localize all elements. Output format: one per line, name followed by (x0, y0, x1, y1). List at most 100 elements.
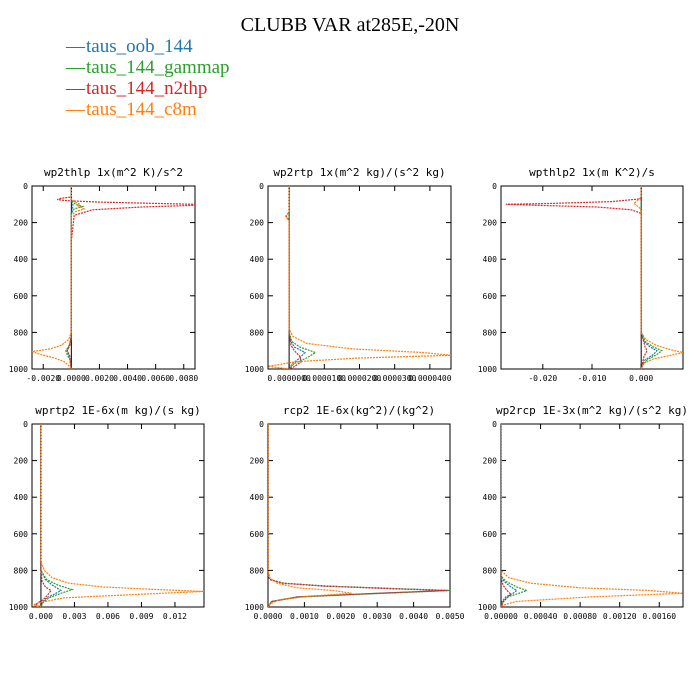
y-tick-label: 1000 (245, 365, 264, 374)
x-tick-label: 0.000 (29, 612, 53, 621)
legend-item: —taus_144_c8m (66, 99, 230, 120)
y-tick-label: 200 (250, 457, 265, 466)
y-tick-label: 0 (259, 420, 264, 429)
x-tick-label: 0.00160 (642, 612, 676, 621)
y-tick-label: 400 (483, 255, 498, 264)
chart-title: rcp2 1E-6x(kg^2)/(kg^2) (283, 404, 435, 417)
series-line (40, 424, 75, 607)
y-tick-label: 0 (23, 420, 28, 429)
chart-panel: wp2thlp 1x(m^2 K)/s^2 0 200 400 600 800 1000-0… (9, 166, 199, 383)
legend-item: —taus_144_gammap (66, 57, 230, 78)
x-tick-label: 0.000 (629, 374, 653, 383)
y-tick-label: 600 (14, 292, 29, 301)
y-tick-label: 800 (483, 566, 498, 575)
series-line (285, 186, 303, 369)
x-tick-label: 0.003 (62, 612, 86, 621)
x-tick-label: 0.0030 (363, 612, 392, 621)
chart-panel: wpthlp2 1x(m K^2)/s 0 200 400 600 800 1000 -0.0… (478, 166, 684, 383)
x-tick-label: 0.00120 (603, 612, 637, 621)
series-line (501, 424, 529, 607)
series-line (268, 424, 352, 607)
x-tick-label: 0.0040 (399, 612, 428, 621)
series-line (288, 186, 306, 369)
x-tick-label: 0.0000100 (303, 374, 347, 383)
y-tick-label: 0 (492, 420, 497, 429)
y-tick-label: 400 (14, 493, 29, 502)
y-tick-label: 200 (483, 457, 498, 466)
series-line (32, 424, 204, 607)
y-tick-label: 400 (250, 493, 265, 502)
chart-title: wp2rtp 1x(m^2 kg)/(s^2 kg) (273, 166, 445, 179)
x-tick-label: 0.009 (129, 612, 153, 621)
series-line (40, 424, 63, 607)
y-tick-label: 0 (259, 182, 264, 191)
x-tick-label: -0.020 (528, 374, 557, 383)
y-tick-label: 200 (14, 457, 29, 466)
x-tick-label: 0.0000200 (338, 374, 382, 383)
y-tick-label: 600 (250, 530, 265, 539)
figure-title: CLUBB VAR at285E,-20N (240, 14, 460, 36)
x-tick-label: 0.0000000 (267, 374, 311, 383)
y-tick-label: 600 (14, 530, 29, 539)
chart-title: wp2thlp 1x(m^2 K)/s^2 (44, 166, 183, 179)
plot-frame (31, 423, 205, 608)
series-line (268, 424, 447, 607)
series-line (288, 186, 317, 369)
plot-frame (500, 185, 684, 370)
y-tick-label: 1000 (478, 365, 497, 374)
plot-frame (267, 185, 452, 370)
series-line (65, 186, 85, 369)
legend-label: taus_144_c8m (86, 99, 197, 120)
chart-panel: rcp2 1E-6x(kg^2)/(kg^2) 0 200 400 600 800 1000… (245, 404, 465, 621)
y-tick-label: 800 (250, 328, 265, 337)
series-line (501, 424, 683, 607)
series-line (632, 186, 683, 369)
legend-label: taus_oob_144 (86, 36, 193, 57)
x-tick-label: 0.0000400 (408, 374, 452, 383)
y-tick-label: 1000 (245, 603, 264, 612)
x-tick-label: 0.0050 (436, 612, 465, 621)
y-tick-label: 800 (14, 566, 29, 575)
series-line (501, 424, 512, 607)
legend-item: —taus_144_n2thp (66, 78, 230, 99)
x-tick-label: 0.0000 (57, 374, 86, 383)
x-tick-label: 0.0020 (85, 374, 114, 383)
y-tick-label: 400 (14, 255, 29, 264)
series-line (268, 424, 450, 607)
series-line (32, 186, 86, 369)
series-line (640, 186, 663, 369)
y-tick-label: 600 (250, 292, 265, 301)
legend-item: —taus_oob_144 (66, 36, 230, 57)
series-line (505, 186, 648, 369)
y-tick-label: 0 (23, 182, 28, 191)
series-line (268, 186, 451, 369)
legend: —taus_oob_144 —taus_144_gammap —taus_144_n… (66, 36, 230, 120)
x-tick-label: 0.00000 (484, 612, 518, 621)
x-tick-label: 0.0060 (141, 374, 170, 383)
y-tick-label: 600 (483, 292, 498, 301)
chart-panel: wp2rtp 1x(m^2 kg)/(s^2 kg) 0 200 400 600 800 1… (245, 166, 452, 383)
series-line (268, 424, 450, 607)
y-tick-label: 800 (14, 328, 29, 337)
y-tick-label: 200 (14, 219, 29, 228)
x-tick-label: -0.0020 (26, 374, 60, 383)
y-tick-label: 1000 (9, 603, 28, 612)
plot-frame (31, 185, 196, 370)
x-tick-label: 0.0000300 (373, 374, 417, 383)
x-tick-label: 0.0040 (113, 374, 142, 383)
series-line (34, 424, 52, 607)
y-tick-label: 1000 (478, 603, 497, 612)
y-tick-label: 800 (483, 328, 498, 337)
chart-title: wpthlp2 1x(m K^2)/s (529, 166, 655, 179)
x-tick-label: 0.00080 (563, 612, 597, 621)
x-tick-label: 0.0000 (254, 612, 283, 621)
y-tick-label: 400 (483, 493, 498, 502)
plot-frame (500, 423, 684, 608)
legend-label: taus_144_n2thp (86, 78, 208, 99)
series-line (57, 186, 195, 369)
y-tick-label: 800 (250, 566, 265, 575)
chart-panel: wp2rcp 1E-3x(m^2 kg)/(s^2 kg) 0 200 400 600 8… (478, 404, 688, 621)
x-tick-label: 0.006 (96, 612, 120, 621)
x-tick-label: 0.0020 (326, 612, 355, 621)
